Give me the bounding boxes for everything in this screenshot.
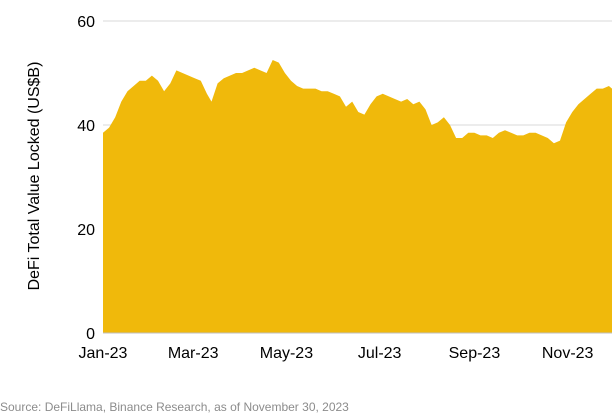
y-tick-label: 0 — [86, 326, 95, 343]
tvl-area — [103, 60, 612, 333]
y-tick-label: 20 — [77, 222, 95, 239]
tvl-area-chart: 0 20 40 60 Jan-23 Mar-23 May-23 Jul-23 Sep-23 No… — [26, 14, 612, 362]
x-tick-label: Jan-23 — [79, 345, 128, 362]
x-tick-label: Nov-23 — [542, 345, 594, 362]
y-tick-label: 40 — [77, 118, 95, 135]
x-tick-label: Sep-23 — [449, 345, 501, 362]
x-tick-labels: Jan-23 Mar-23 May-23 Jul-23 Sep-23 Nov-23 — [79, 345, 594, 362]
source-note: Source: DeFiLlama, Binance Research, as … — [0, 400, 349, 414]
x-tick-label: Mar-23 — [168, 345, 219, 362]
y-axis-label: DeFi Total Value Locked (US$B) — [26, 62, 43, 291]
x-tick-label: May-23 — [260, 345, 313, 362]
y-tick-labels: 0 20 40 60 — [77, 14, 95, 343]
x-tick-label: Jul-23 — [358, 345, 402, 362]
y-tick-label: 60 — [77, 14, 95, 31]
